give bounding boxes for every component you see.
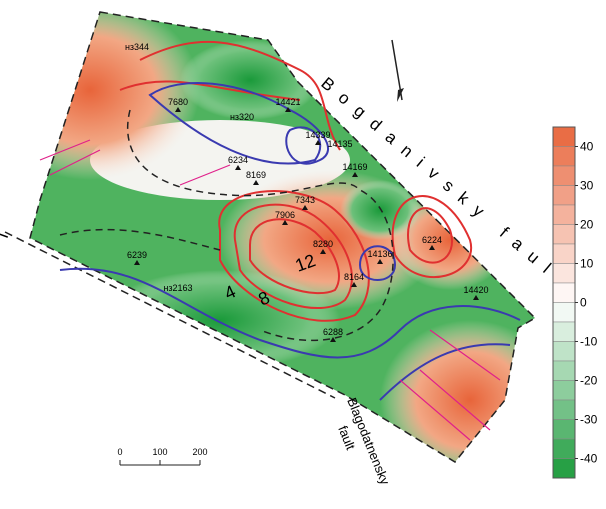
- well-label: 14420: [463, 285, 488, 295]
- well-marker: [235, 165, 241, 170]
- colorbar-label: 20: [580, 218, 594, 232]
- colorbar-cell: [552, 165, 576, 186]
- well-marker: [377, 259, 383, 264]
- well-marker: [285, 107, 291, 112]
- well-marker: [429, 245, 435, 250]
- well-marker: [134, 260, 140, 265]
- colorbar-label: 0: [580, 296, 587, 310]
- well-marker: [315, 140, 321, 145]
- scale-label: 0: [117, 447, 122, 457]
- well-label: нз344: [125, 42, 149, 52]
- colorbar-label: 40: [580, 140, 594, 154]
- colorbar-cell: [552, 458, 576, 479]
- colorbar-cell: [552, 224, 576, 245]
- well-label: 14169: [342, 162, 367, 172]
- scale-label: 100: [152, 447, 167, 457]
- well-label: 6288: [323, 327, 343, 337]
- north-arrow: [391, 39, 404, 102]
- colorbar-cell: [552, 263, 576, 284]
- colorbar-cell: [552, 419, 576, 440]
- fault-line: [4, 231, 336, 399]
- well-label: 14339: [305, 130, 330, 140]
- colorbar-cell: [552, 360, 576, 381]
- well-label: 7680: [168, 97, 188, 107]
- fault-label: fault: [335, 424, 358, 453]
- contours: [39, 40, 521, 441]
- scale-bar: [119, 460, 201, 466]
- area-boundary: [29, 11, 537, 463]
- well-label: 14136: [367, 249, 392, 259]
- colorbar-label: -10: [580, 335, 598, 349]
- well-label: 6224: [422, 235, 442, 245]
- well-marker: [473, 295, 479, 300]
- fault-label: T: [0, 217, 17, 244]
- well-label: нз2163: [163, 283, 192, 293]
- colorbar-cell: [552, 204, 576, 225]
- colorbar-label: -30: [580, 413, 598, 427]
- well-label: нз320: [230, 112, 254, 122]
- colorbar-cell: [552, 341, 576, 362]
- well-label: 8280: [313, 239, 333, 249]
- well-label: 6234: [228, 155, 248, 165]
- well-label: 7343: [295, 195, 315, 205]
- well-label: 14421: [275, 97, 300, 107]
- well-label: 8169: [246, 170, 266, 180]
- well-marker: [253, 180, 259, 185]
- colorbar-cell: [552, 282, 576, 303]
- well-marker: [302, 205, 308, 210]
- well-label: 8164: [344, 272, 364, 282]
- well-marker: [175, 107, 181, 112]
- colorbar-cell: [552, 399, 576, 420]
- colorbar-label: 30: [580, 179, 594, 193]
- well-label: 14135: [327, 139, 352, 149]
- well-marker: [330, 337, 336, 342]
- colorbar-label: 10: [580, 257, 594, 271]
- colorbar-cell: [552, 302, 576, 323]
- well-marker: [351, 282, 357, 287]
- well-marker: [352, 172, 358, 177]
- well-marker: [320, 249, 326, 254]
- scale-label: 200: [192, 447, 207, 457]
- colorbar-cell: [552, 243, 576, 264]
- colorbar-cell: [552, 438, 576, 459]
- well-label: 6239: [127, 250, 147, 260]
- well-label: 7906: [275, 210, 295, 220]
- colorbar-cell: [552, 321, 576, 342]
- colorbar-label: -40: [580, 452, 598, 466]
- well-marker: [282, 220, 288, 225]
- colorbar-label: -20: [580, 374, 598, 388]
- colorbar-cell: [552, 185, 576, 206]
- colorbar-cell: [552, 380, 576, 401]
- colorbar-cell: [552, 146, 576, 167]
- colorbar-cell: [552, 126, 576, 147]
